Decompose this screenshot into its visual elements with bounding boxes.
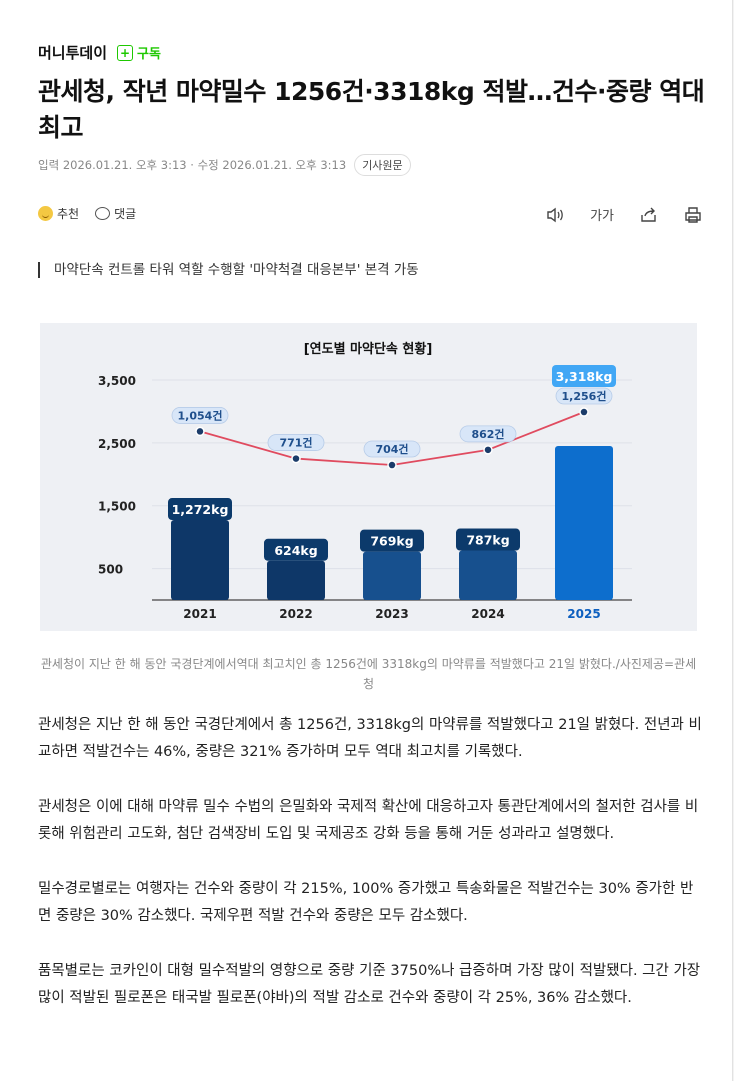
plus-icon: +	[117, 44, 134, 61]
recommend-label: 추천	[57, 207, 80, 221]
count-label-box	[459, 425, 517, 443]
weight-label: 1,272kg	[172, 502, 229, 517]
count-point	[195, 426, 205, 437]
weight-label-box	[264, 538, 328, 561]
count-point	[291, 453, 301, 464]
count-label: 771건	[279, 436, 312, 450]
press-name[interactable]: 머니투데이	[38, 44, 108, 62]
count-label-box	[555, 387, 613, 405]
subscribe-label: 구독	[137, 47, 161, 62]
font-size-label: 가가	[590, 209, 614, 224]
y-tick-label: 3,500	[98, 374, 136, 388]
article-meta: 입력 2026.01.21. 오후 3:13 · 수정 2026.01.21. …	[38, 154, 411, 176]
print-button[interactable]	[684, 206, 702, 223]
weight-label-box	[360, 529, 424, 552]
printer-icon	[685, 206, 701, 223]
tool-bar: 가가	[546, 205, 702, 224]
bar-2024	[459, 550, 517, 600]
count-label: 704건	[375, 442, 408, 456]
speaker-icon	[547, 207, 563, 222]
count-point	[579, 407, 589, 417]
weight-label-box	[168, 498, 232, 521]
weight-label: 624kg	[274, 543, 317, 558]
comment-button[interactable]: 댓글	[95, 205, 136, 222]
speech-bubble-icon	[95, 207, 111, 220]
count-label-box	[363, 440, 421, 458]
article-body: 관세청은 지난 한 해 동안 국경단계에서 총 1256건, 3318kg의 마…	[38, 712, 706, 1040]
paragraph: 관세청은 이에 대해 마약류 밀수 수법의 은밀화와 국제적 확산에 대응하고자…	[38, 799, 699, 842]
original-article-button[interactable]: 기사원문	[354, 154, 411, 176]
photo-caption: 관세청이 지난 한 해 동안 국경단계에서역대 최고치인 총 1256건에 33…	[40, 657, 697, 691]
subscribe-button[interactable]: + 구독	[117, 43, 161, 62]
audio-button[interactable]	[546, 207, 564, 223]
x-tick-label: 2023	[375, 607, 408, 621]
headline: 관세청, 작년 마약밀수 1256건·3318kg 적발…건수·중량 역대 최고	[38, 77, 705, 142]
count-point	[483, 445, 493, 455]
count-point	[387, 460, 397, 470]
publish-time: 입력 2026.01.21. 오후 3:13 · 수정 2026.01.21. …	[38, 158, 347, 172]
y-tick-label: 1,500	[98, 500, 136, 514]
y-tick-label: 2,500	[98, 437, 136, 451]
count-label-box	[171, 407, 229, 424]
article-summary: 마약단속 컨트롤 타워 역할 수행할 '마약척결 대응본부' 본격 가동	[38, 262, 419, 278]
recommend-button[interactable]: 추천	[38, 205, 79, 222]
weight-label: 769kg	[370, 534, 413, 549]
chart-image: [연도별 마약단속 현황] 500 1,500 2,500 3,500 2021 1,272…	[40, 323, 697, 631]
count-label-box	[267, 434, 325, 451]
paragraph: 품목별로는 코카인이 대형 밀수적발의 영향으로 중량 기준 3750%나 급증…	[38, 963, 701, 1006]
press-header: 머니투데이 + 구독	[38, 42, 161, 63]
paragraph: 관세청은 지난 한 해 동안 국경단계에서 총 1256건, 3318kg의 마…	[38, 717, 702, 760]
bar-2021	[171, 520, 229, 600]
weight-label: 3,318kg	[556, 369, 613, 384]
share-button[interactable]	[640, 207, 658, 223]
bar-2022	[267, 560, 325, 600]
font-size-button[interactable]: 가가	[590, 205, 614, 224]
count-label: 862건	[471, 427, 504, 441]
drug-seizure-chart: [연도별 마약단속 현황] 500 1,500 2,500 3,500 2021 1,272…	[98, 341, 632, 621]
comment-label: 댓글	[114, 207, 137, 221]
share-icon	[641, 207, 656, 222]
x-tick-label: 2022	[279, 607, 312, 621]
reaction-bar: 추천 댓글	[38, 205, 136, 222]
bar-2025	[555, 446, 613, 600]
x-tick-label: 2021	[183, 607, 216, 621]
smile-icon	[38, 206, 53, 221]
count-label: 1,054건	[178, 408, 223, 422]
count-label: 1,256건	[562, 389, 607, 403]
weight-label-box	[552, 365, 616, 387]
x-tick-label: 2024	[471, 607, 504, 621]
x-tick-label: 2025	[567, 607, 600, 621]
weight-label: 787kg	[466, 533, 509, 548]
bar-2023	[363, 551, 421, 600]
weight-label-box	[456, 528, 520, 551]
chart-title: [연도별 마약단속 현황]	[304, 341, 433, 357]
y-tick-label: 500	[98, 563, 123, 577]
paragraph: 밀수경로별로는 여행자는 건수와 중량이 각 215%, 100% 증가했고 특…	[38, 881, 694, 924]
